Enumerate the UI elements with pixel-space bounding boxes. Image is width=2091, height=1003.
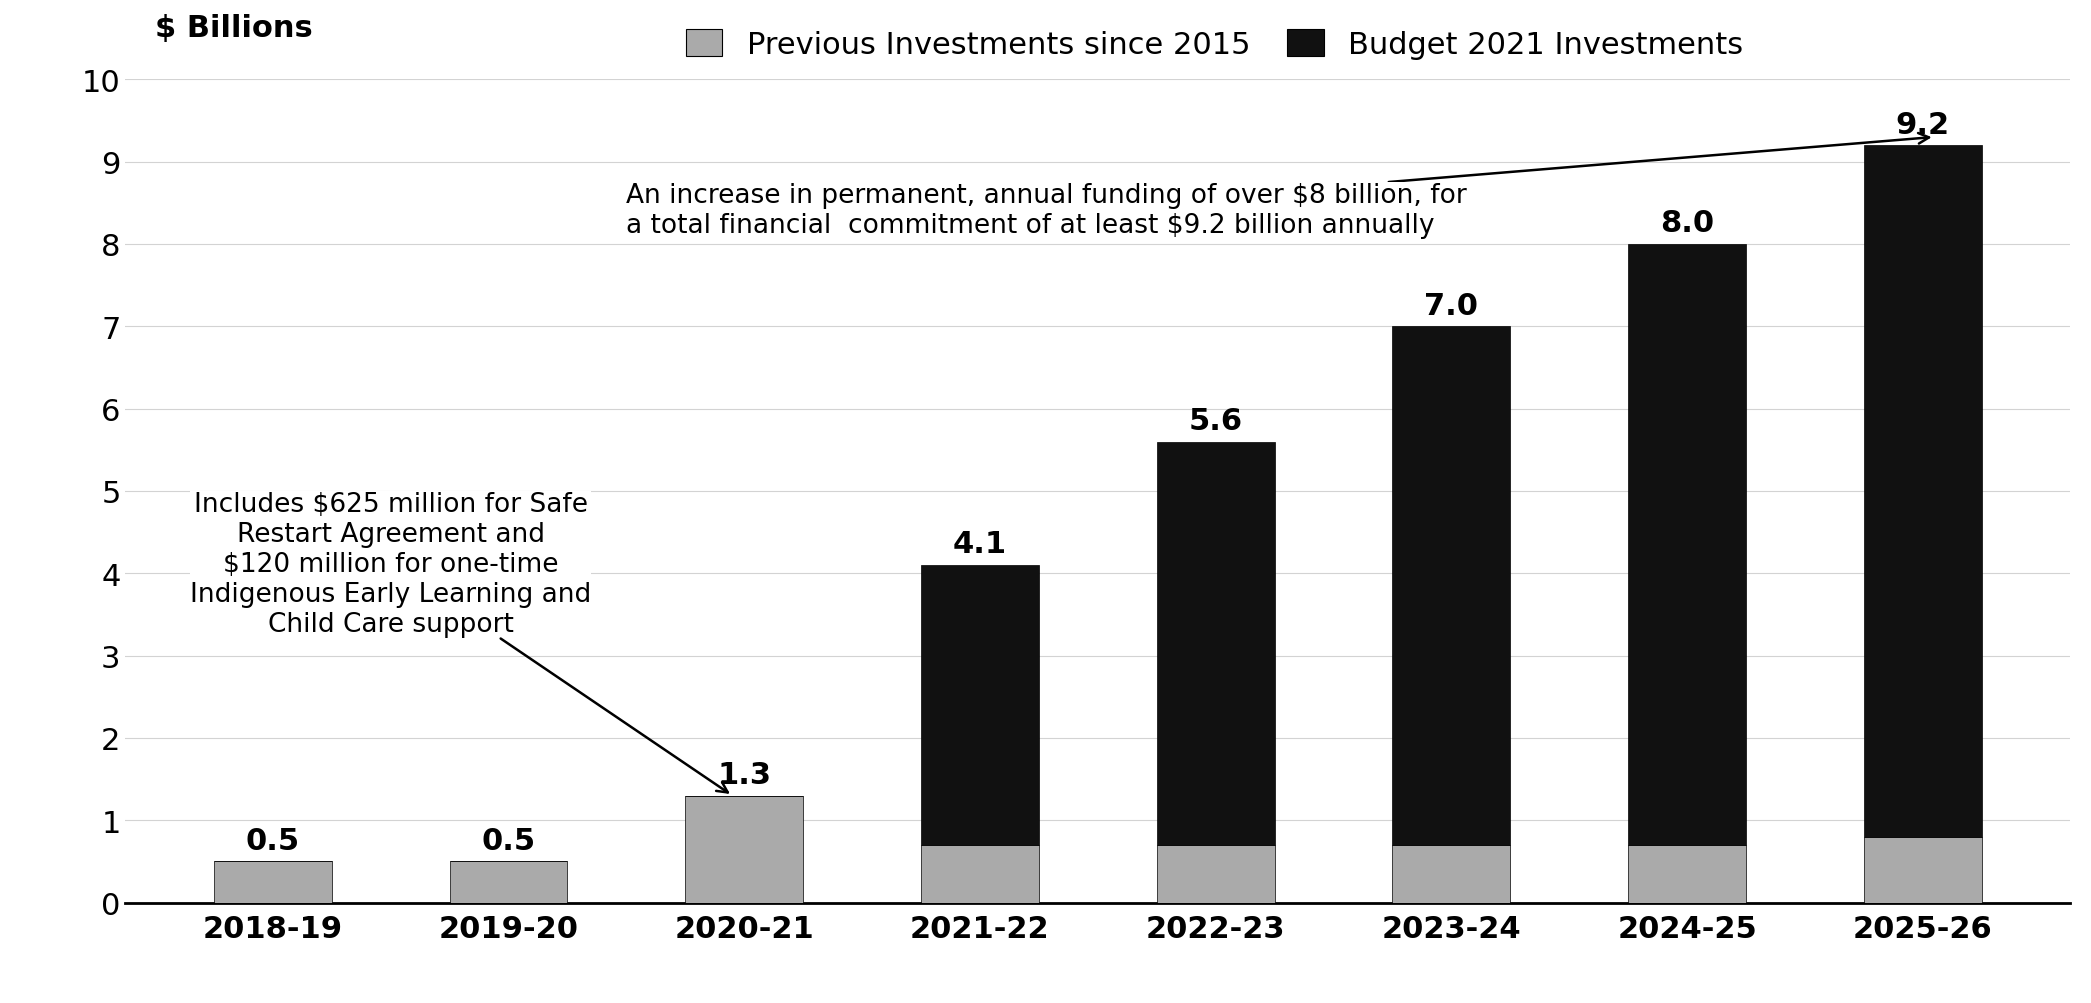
- Text: 5.6: 5.6: [1188, 406, 1242, 435]
- Text: 4.1: 4.1: [953, 530, 1008, 559]
- Bar: [920, 566, 1039, 846]
- Text: 8.0: 8.0: [1660, 210, 1715, 238]
- Text: $ Billions: $ Billions: [155, 14, 314, 43]
- Legend: Previous Investments since 2015, Budget 2021 Investments: Previous Investments since 2015, Budget …: [686, 30, 1744, 60]
- Bar: [450, 862, 567, 903]
- Bar: [686, 795, 803, 903]
- Bar: [920, 846, 1039, 903]
- Text: 0.5: 0.5: [481, 826, 535, 855]
- Text: 1.3: 1.3: [717, 760, 772, 789]
- Text: 0.5: 0.5: [247, 826, 299, 855]
- Text: Includes $625 million for Safe
Restart Agreement and
$120 million for one-time
I: Includes $625 million for Safe Restart A…: [190, 491, 728, 792]
- Bar: [1393, 327, 1510, 846]
- Bar: [1629, 846, 1746, 903]
- Text: An increase in permanent, annual funding of over $8 billion, for
a total financi: An increase in permanent, annual funding…: [627, 133, 1930, 239]
- Bar: [213, 862, 332, 903]
- Bar: [1629, 245, 1746, 846]
- Bar: [1393, 846, 1510, 903]
- Text: 9.2: 9.2: [1897, 110, 1949, 139]
- Bar: [1156, 442, 1276, 846]
- Bar: [1863, 146, 1982, 837]
- Bar: [1863, 837, 1982, 903]
- Text: 7.0: 7.0: [1424, 292, 1478, 320]
- Bar: [1156, 846, 1276, 903]
